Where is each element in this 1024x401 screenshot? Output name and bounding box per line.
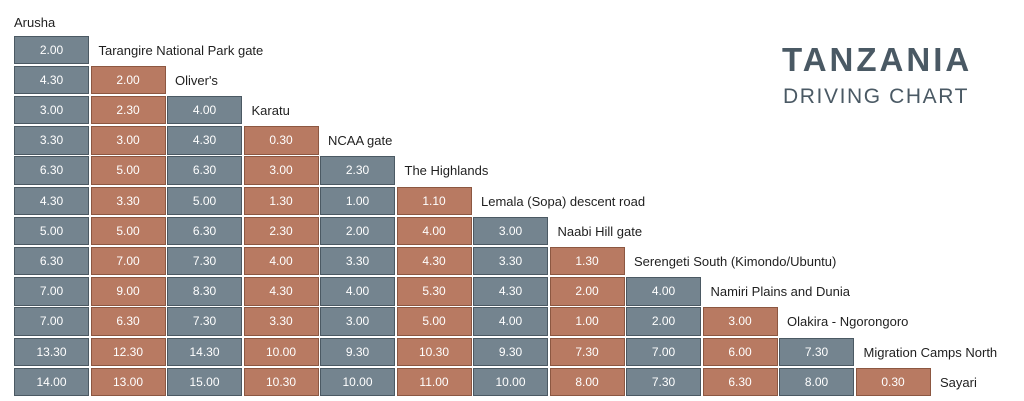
time-cell-r4-c2: 6.30 — [167, 156, 242, 185]
time-cell-r4-c3: 3.00 — [243, 156, 319, 185]
time-cell-r5-c4: 1.00 — [320, 186, 395, 215]
time-cell-r9-c1: 6.30 — [90, 307, 166, 336]
time-cell-r3-c3: 0.30 — [243, 126, 319, 155]
time-cell-r6-c3: 2.30 — [243, 216, 319, 246]
time-cell-r6-c1: 5.00 — [90, 216, 166, 246]
time-cell-r4-c1: 5.00 — [90, 156, 166, 185]
time-cell-r11-c3: 10.30 — [243, 367, 319, 397]
time-cell-r10-c3: 10.00 — [243, 337, 319, 366]
time-cell-r7-c0: 6.30 — [14, 246, 89, 276]
time-cell-r9-c6: 4.00 — [473, 307, 548, 336]
location-label-11: Migration Camps North — [863, 344, 998, 360]
location-label-1: Tarangire National Park gate — [98, 42, 264, 58]
time-cell-r2-c2: 4.00 — [167, 95, 242, 125]
chart-title: TANZANIA — [782, 41, 973, 78]
time-cell-r5-c5: 1.10 — [396, 186, 472, 215]
time-cell-r11-c6: 10.00 — [473, 367, 548, 397]
time-cell-r3-c0: 3.30 — [14, 126, 89, 155]
location-label-4: NCAA gate — [328, 133, 393, 149]
time-cell-r5-c2: 5.00 — [167, 186, 242, 215]
time-cell-r1-c1: 2.00 — [90, 65, 166, 95]
time-cell-r11-c8: 7.30 — [626, 367, 701, 397]
location-label-7: Naabi Hill gate — [557, 223, 643, 239]
time-cell-r9-c8: 2.00 — [626, 307, 701, 336]
time-cell-r10-c6: 9.30 — [473, 337, 548, 366]
time-cell-r6-c4: 2.00 — [320, 216, 395, 246]
time-cell-r11-c1: 13.00 — [90, 367, 166, 397]
time-cell-r10-c2: 14.30 — [167, 337, 242, 366]
time-cell-r10-c5: 10.30 — [396, 337, 472, 366]
time-cell-r8-c4: 4.00 — [320, 277, 395, 306]
time-cell-r8-c3: 4.30 — [243, 277, 319, 306]
time-cell-r11-c9: 6.30 — [702, 367, 778, 397]
location-label-6: Lemala (Sopa) descent road — [481, 193, 646, 209]
time-cell-r1-c0: 4.30 — [14, 65, 89, 95]
time-cell-r4-c4: 2.30 — [320, 156, 395, 185]
location-label-0: Arusha — [14, 15, 56, 30]
location-label-9: Namiri Plains and Dunia — [710, 284, 850, 300]
time-cell-r7-c3: 4.00 — [243, 246, 319, 276]
time-cell-r5-c3: 1.30 — [243, 186, 319, 215]
time-cell-r9-c0: 7.00 — [14, 307, 89, 336]
time-cell-r8-c5: 5.30 — [396, 277, 472, 306]
time-cell-r6-c2: 6.30 — [167, 216, 242, 246]
time-cell-r11-c0: 14.00 — [14, 367, 89, 397]
time-cell-r11-c2: 15.00 — [167, 367, 242, 397]
time-cell-r5-c1: 3.30 — [90, 186, 166, 215]
time-cell-r9-c5: 5.00 — [396, 307, 472, 336]
time-cell-r7-c7: 1.30 — [549, 246, 625, 276]
time-cell-r6-c6: 3.00 — [473, 216, 548, 246]
time-cell-r11-c4: 10.00 — [320, 367, 395, 397]
location-label-5: The Highlands — [404, 163, 489, 179]
time-cell-r8-c8: 4.00 — [626, 277, 701, 306]
time-cell-r9-c9: 3.00 — [702, 307, 778, 336]
time-cell-r10-c7: 7.30 — [549, 337, 625, 366]
location-label-3: Karatu — [251, 102, 290, 118]
time-cell-r11-c7: 8.00 — [549, 367, 625, 397]
time-cell-r2-c0: 3.00 — [14, 95, 89, 125]
time-cell-r8-c0: 7.00 — [14, 277, 89, 306]
location-label-12: Sayari — [940, 374, 977, 390]
location-label-8: Serengeti South (Kimondo/Ubuntu) — [634, 253, 837, 269]
time-cell-r9-c2: 7.30 — [167, 307, 242, 336]
time-cell-r3-c2: 4.30 — [167, 126, 242, 155]
time-cell-r9-c7: 1.00 — [549, 307, 625, 336]
time-cell-r2-c1: 2.30 — [90, 95, 166, 125]
time-cell-r10-c10: 7.30 — [779, 337, 854, 366]
time-cell-r8-c1: 9.00 — [90, 277, 166, 306]
time-cell-r11-c11: 0.30 — [855, 367, 931, 397]
chart-subtitle: DRIVING CHART — [783, 85, 970, 108]
time-cell-r3-c1: 3.00 — [90, 126, 166, 155]
time-cell-r10-c0: 13.30 — [14, 337, 89, 366]
time-cell-r10-c9: 6.00 — [702, 337, 778, 366]
time-cell-r11-c5: 11.00 — [396, 367, 472, 397]
time-cell-r8-c7: 2.00 — [549, 277, 625, 306]
time-cell-r6-c0: 5.00 — [14, 216, 89, 246]
time-cell-r11-c10: 8.00 — [779, 367, 854, 397]
location-label-2: Oliver's — [175, 72, 218, 88]
time-cell-r5-c0: 4.30 — [14, 186, 89, 215]
time-cell-r0-c0: 2.00 — [14, 35, 89, 64]
time-cell-r7-c2: 7.30 — [167, 246, 242, 276]
time-cell-r4-c0: 6.30 — [14, 156, 89, 185]
time-cell-r9-c4: 3.00 — [320, 307, 395, 336]
time-cell-r9-c3: 3.30 — [243, 307, 319, 336]
time-cell-r7-c6: 3.30 — [473, 246, 548, 276]
time-cell-r10-c4: 9.30 — [320, 337, 395, 366]
time-cell-r8-c6: 4.30 — [473, 277, 548, 306]
time-cell-r7-c5: 4.30 — [396, 246, 472, 276]
time-cell-r10-c8: 7.00 — [626, 337, 701, 366]
location-label-10: Olakira - Ngorongoro — [787, 314, 909, 330]
time-cell-r8-c2: 8.30 — [167, 277, 242, 306]
time-cell-r10-c1: 12.30 — [90, 337, 166, 366]
time-cell-r7-c1: 7.00 — [90, 246, 166, 276]
time-cell-r6-c5: 4.00 — [396, 216, 472, 246]
time-cell-r7-c4: 3.30 — [320, 246, 395, 276]
